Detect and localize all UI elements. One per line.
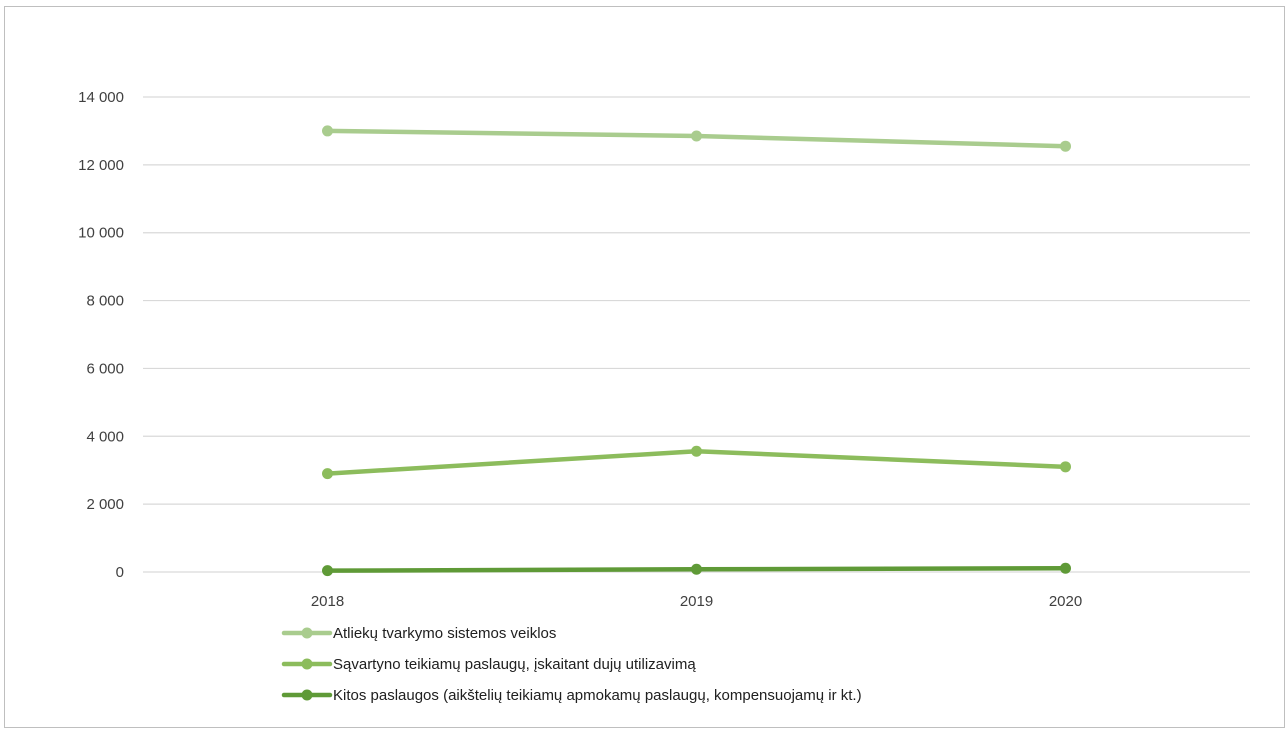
legend-swatch-marker — [301, 627, 313, 639]
x-tick-label: 2018 — [311, 593, 344, 610]
data-point — [691, 130, 702, 142]
legend-swatch-marker — [301, 658, 313, 670]
x-tick-label: 2019 — [680, 593, 713, 610]
legend-label: Kitos paslaugos (aikštelių teikiamų apmo… — [333, 687, 862, 704]
legend-label: Sąvartyno teikiamų paslaugų, įskaitant d… — [333, 656, 696, 673]
data-point — [1060, 461, 1071, 473]
data-point — [1060, 140, 1071, 152]
legend-label: Atliekų tvarkymo sistemos veiklos — [333, 625, 556, 642]
y-tick-label: 6 000 — [86, 360, 124, 377]
legend-swatch-marker — [301, 689, 313, 701]
y-tick-label: 2 000 — [86, 496, 124, 513]
x-tick-label: 2020 — [1049, 593, 1082, 610]
data-point — [691, 445, 702, 457]
y-tick-label: 0 — [116, 564, 124, 581]
chart-frame — [4, 6, 1285, 728]
data-point — [322, 565, 333, 577]
data-point — [322, 125, 333, 137]
data-point — [691, 563, 702, 575]
data-point — [1060, 562, 1071, 574]
y-tick-label: 12 000 — [78, 157, 124, 174]
data-point — [322, 468, 333, 480]
y-tick-label: 14 000 — [78, 89, 124, 106]
y-tick-label: 10 000 — [78, 225, 124, 242]
y-tick-label: 8 000 — [86, 293, 124, 310]
y-tick-label: 4 000 — [86, 428, 124, 445]
